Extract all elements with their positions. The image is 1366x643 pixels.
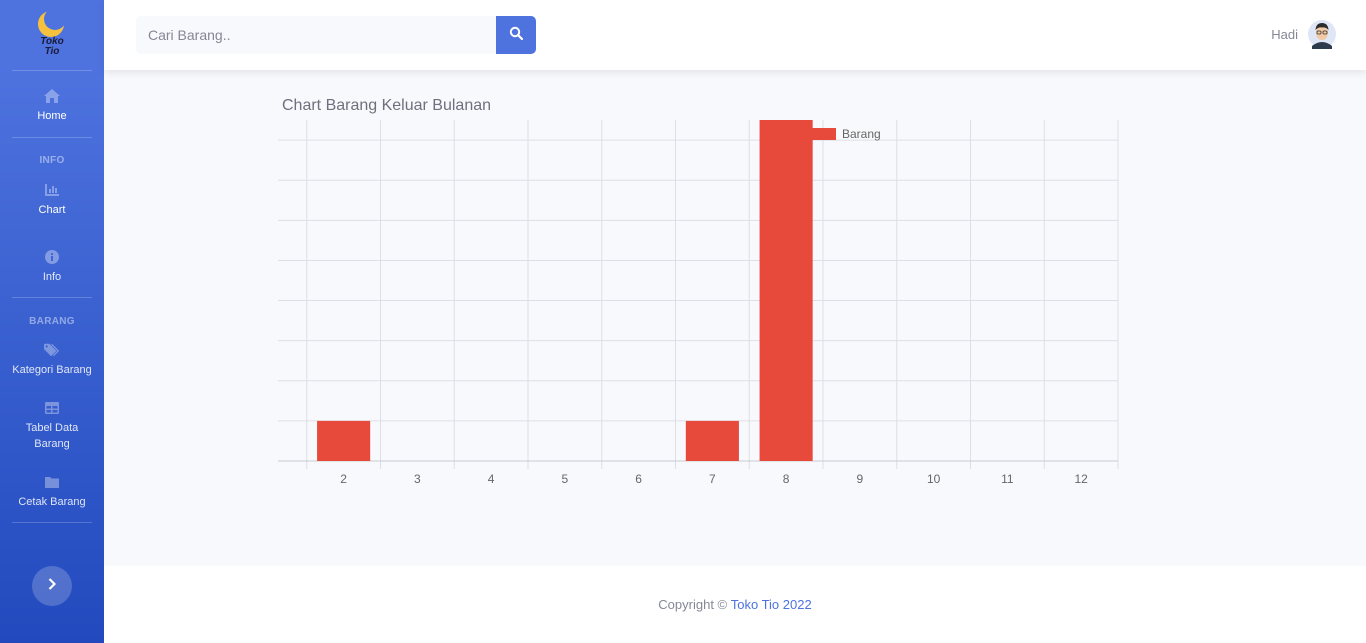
- sidebar-toggle-button[interactable]: [32, 566, 72, 606]
- chevron-right-icon: [48, 577, 57, 595]
- info-circle-icon: [44, 249, 60, 265]
- main-content: Chart Barang Keluar Bulanan 012345678912…: [104, 70, 1366, 566]
- legend-swatch: [796, 128, 836, 140]
- x-tick-label: 5: [562, 472, 569, 486]
- sidebar-item-info[interactable]: Info: [0, 249, 104, 285]
- bar: [759, 120, 813, 461]
- sidebar-item-tabel-data-barang[interactable]: Tabel Data Barang: [0, 400, 104, 452]
- legend-label: Barang: [842, 127, 881, 141]
- folder-icon: [44, 474, 60, 490]
- sidebar-item-label: Tabel Data Barang: [25, 422, 79, 450]
- table-icon: [44, 400, 60, 416]
- bar: [317, 420, 371, 461]
- search-button[interactable]: [496, 16, 536, 54]
- x-tick-label: 2: [340, 472, 347, 486]
- sidebar-item-label: Cetak Barang: [18, 496, 86, 508]
- user-name: Hadi: [1271, 26, 1298, 42]
- x-tick-label: 3: [414, 472, 421, 486]
- sidebar-item-chart[interactable]: Chart: [0, 182, 104, 218]
- bar-chart: 0123456789123456789101112Barang: [278, 120, 1119, 486]
- sidebar-divider: [12, 522, 92, 523]
- sidebar-divider: [12, 297, 92, 298]
- sidebar-heading-barang: BARANG: [29, 316, 75, 327]
- x-tick-label: 10: [927, 472, 941, 486]
- chart-bar-icon: [44, 182, 60, 198]
- sidebar-item-label: Chart: [38, 204, 66, 216]
- bar: [685, 420, 739, 461]
- sidebar-item-label: Info: [42, 271, 62, 283]
- search-input[interactable]: [136, 16, 496, 54]
- sidebar-item-kategori-barang[interactable]: Kategori Barang: [0, 342, 104, 378]
- x-tick-label: 12: [1074, 472, 1088, 486]
- home-icon: [44, 88, 60, 104]
- sidebar-item-cetak-barang[interactable]: Cetak Barang: [0, 474, 104, 510]
- search-icon: [509, 26, 524, 45]
- brand-logo-line1: Toko: [40, 36, 64, 47]
- sidebar-item-home[interactable]: Home: [0, 88, 104, 124]
- x-tick-label: 8: [783, 472, 790, 486]
- user-dropdown[interactable]: Hadi: [1271, 19, 1336, 49]
- copyright-text: Copyright ©: [658, 597, 728, 612]
- x-tick-label: 9: [857, 472, 864, 486]
- x-tick-label: 11: [1001, 472, 1014, 486]
- x-tick-label: 4: [488, 472, 495, 486]
- brand-logo[interactable]: Toko Tio: [38, 8, 66, 59]
- moon-logo-icon: [38, 8, 66, 37]
- brand-logo-line2: Tio: [44, 46, 60, 57]
- sidebar-divider: [12, 137, 92, 138]
- footer: Copyright © Toko Tio 2022: [104, 566, 1366, 643]
- tags-icon: [44, 342, 60, 358]
- footer-brand-link[interactable]: Toko Tio 2022: [730, 597, 812, 612]
- x-tick-label: 6: [635, 472, 642, 486]
- sidebar-item-label: Kategori Barang: [12, 364, 92, 376]
- sidebar-brand[interactable]: Toko Tio: [0, 0, 104, 70]
- chart-title: Chart Barang Keluar Bulanan: [282, 97, 492, 114]
- sidebar: Toko Tio Home INFO Chart Info BARANG Kat…: [0, 0, 104, 643]
- topbar: Hadi: [104, 0, 1366, 70]
- brand-logo-text: Toko Tio: [38, 37, 66, 57]
- sidebar-divider: [12, 70, 92, 71]
- avatar: [1308, 19, 1336, 49]
- sidebar-item-label: Home: [37, 110, 67, 122]
- x-tick-label: 7: [709, 472, 716, 486]
- sidebar-heading-info: INFO: [39, 155, 65, 166]
